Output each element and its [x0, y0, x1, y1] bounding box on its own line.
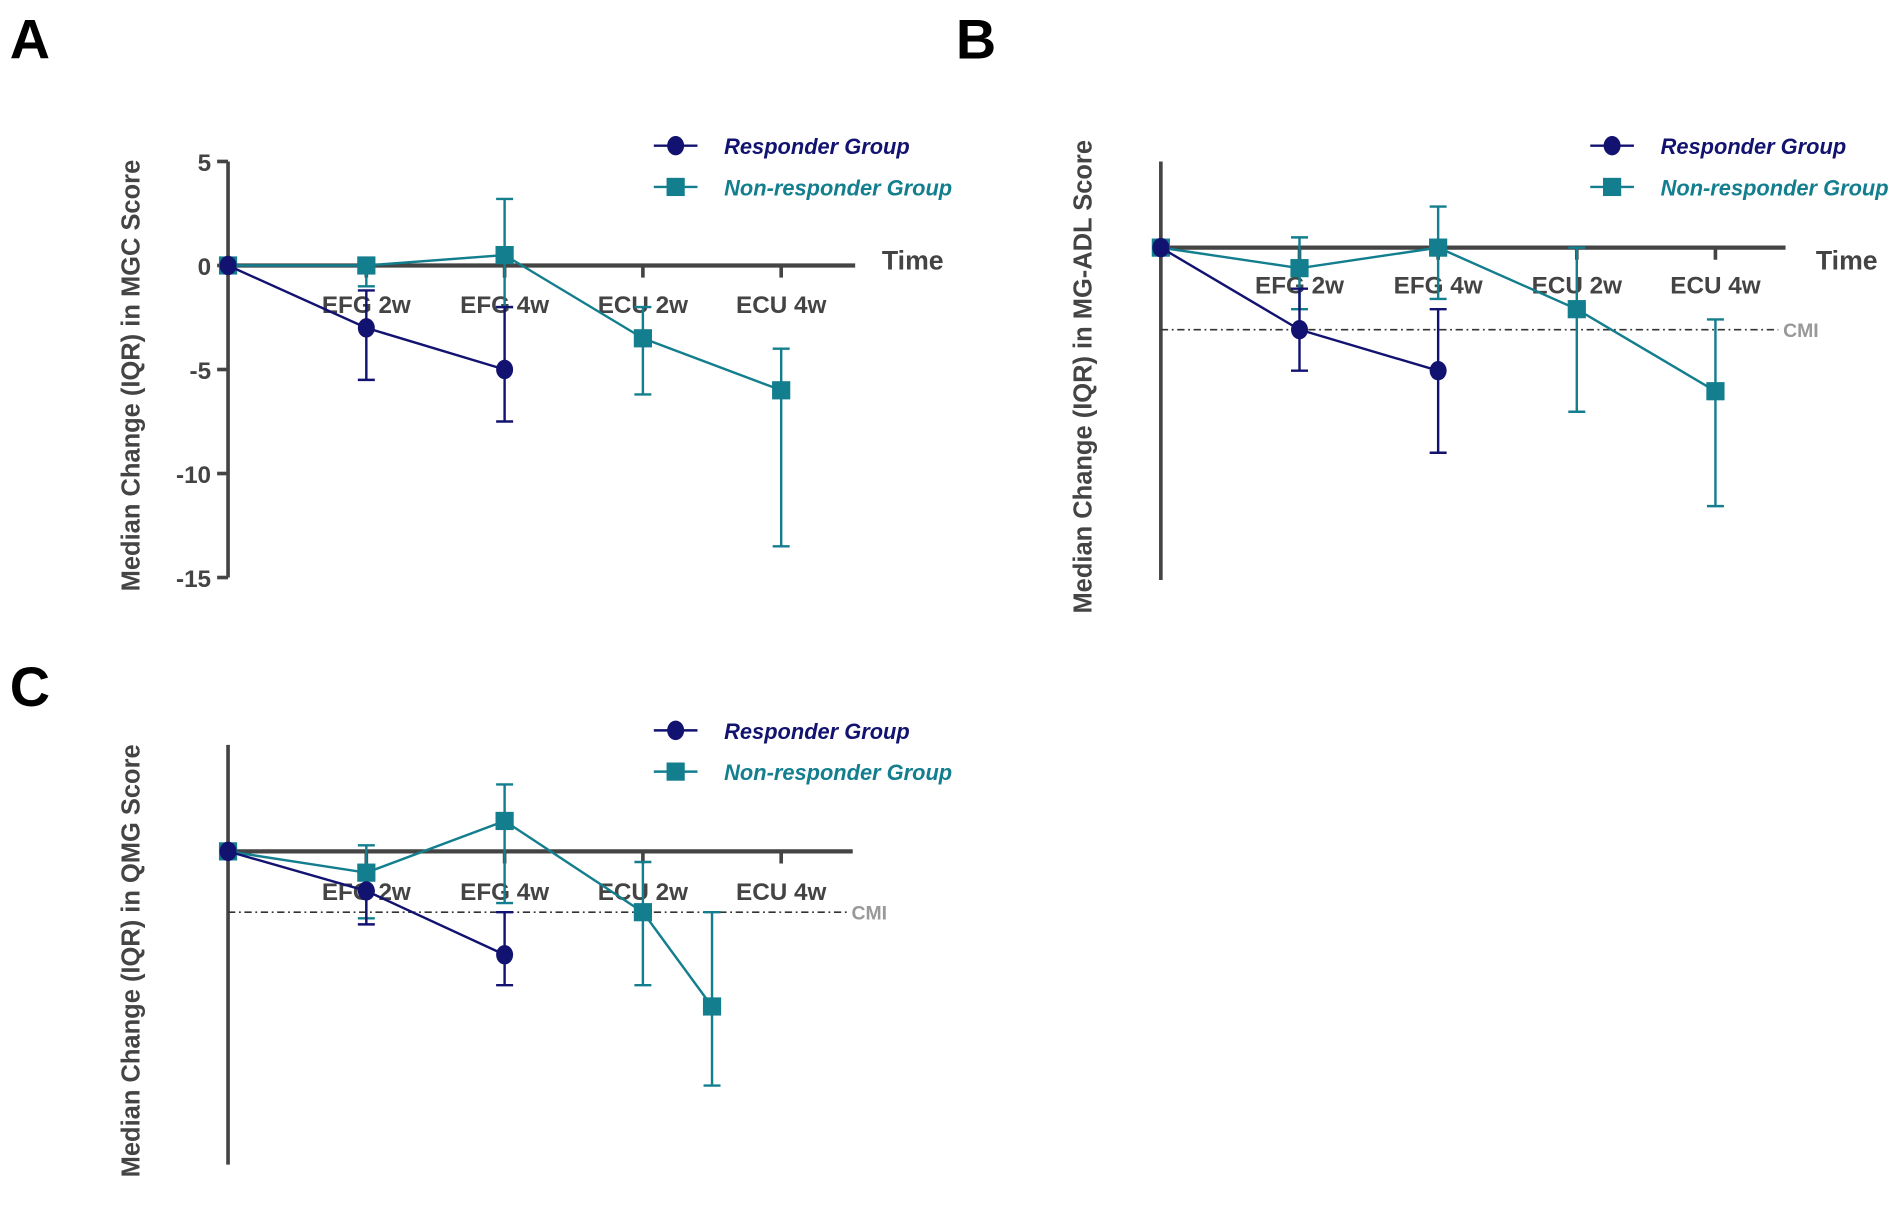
y-axis-label: Median Change (IQR) in MG-ADL Score: [1070, 140, 1098, 614]
legend-circle-icon: [667, 720, 685, 741]
y-tick-label: -5: [190, 358, 212, 385]
legend: Responder Group Non-responder Group: [653, 719, 952, 785]
data-point-circle: [496, 359, 514, 380]
data-point-circle: [357, 881, 375, 901]
y-axis-label: Median Change (IQR) in QMG Score: [117, 744, 145, 1177]
legend-label: Responder Group: [724, 134, 910, 159]
data-point-square: [633, 329, 652, 348]
data-point-square: [357, 256, 376, 275]
legend-square-icon: [666, 762, 685, 781]
series-nonresponder: [218, 197, 791, 548]
cmi-label: CMI: [852, 902, 888, 924]
x-tick-label: ECU 4w: [1670, 273, 1760, 300]
legend-label: Responder Group: [1661, 134, 1847, 159]
legend-circle-icon: [667, 135, 685, 156]
legend-label: Non-responder Group: [724, 175, 952, 200]
cmi-label: CMI: [1783, 320, 1819, 342]
y-tick-label: 0: [198, 254, 211, 281]
data-point-square: [1290, 259, 1309, 278]
series-nonresponder: [218, 783, 722, 1087]
legend-label: Non-responder Group: [724, 760, 952, 785]
data-point-circle: [219, 841, 237, 862]
x-axis-label: Time: [1816, 245, 1878, 275]
panel-label: A: [10, 7, 50, 70]
data-point-square: [1706, 382, 1725, 401]
x-axis-label: Time: [882, 245, 944, 275]
y-axis-label: Median Change (IQR) in MGC Score: [117, 160, 145, 592]
data-point-square: [1429, 238, 1448, 257]
legend-label: Responder Group: [724, 719, 910, 744]
data-point-square: [495, 245, 514, 265]
data-point-square: [357, 863, 376, 882]
legend-square-icon: [1602, 177, 1622, 197]
legend-label: Non-responder Group: [1661, 175, 1889, 200]
data-point-circle: [357, 318, 375, 338]
data-point-circle: [1152, 237, 1170, 258]
y-tick-label: -15: [176, 566, 211, 593]
panel-a: A Median Change (IQR) in MGC Score 5 0 -5 -10…: [10, 7, 952, 593]
data-point-circle: [219, 255, 237, 276]
y-tick-label: 5: [198, 150, 211, 177]
panel-label: C: [10, 655, 50, 718]
legend: Responder Group Non-responder Group: [1590, 134, 1889, 200]
legend-circle-icon: [1603, 135, 1621, 156]
data-point-square: [495, 811, 514, 831]
legend: Responder Group Non-responder Group: [653, 134, 952, 200]
data-point-square: [633, 903, 652, 922]
data-point-circle: [496, 945, 514, 965]
series-responder: [219, 841, 514, 987]
y-tick-label: -10: [176, 462, 211, 489]
data-point-square: [702, 997, 722, 1016]
data-point-circle: [1429, 361, 1447, 381]
data-point-square: [772, 381, 791, 400]
series-responder: [219, 255, 514, 423]
panel-label: B: [956, 7, 996, 70]
legend-square-icon: [666, 177, 685, 197]
x-tick-label: ECU 4w: [736, 879, 826, 906]
x-tick-label: ECU 4w: [736, 292, 826, 319]
series-responder: [1152, 237, 1447, 454]
data-point-square: [1567, 300, 1586, 319]
data-point-circle: [1291, 319, 1308, 340]
